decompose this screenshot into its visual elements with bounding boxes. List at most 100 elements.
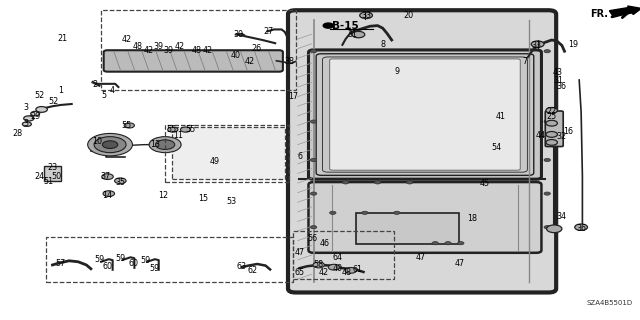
Text: 50: 50 <box>51 172 61 181</box>
Circle shape <box>310 50 317 53</box>
Text: 39: 39 <box>154 42 164 51</box>
Circle shape <box>544 120 550 123</box>
Text: 64: 64 <box>333 253 343 262</box>
Circle shape <box>374 181 381 184</box>
Circle shape <box>546 140 557 145</box>
Text: 41: 41 <box>495 112 506 121</box>
Bar <box>293 231 394 279</box>
Text: 46: 46 <box>320 239 330 248</box>
Circle shape <box>547 225 562 233</box>
FancyBboxPatch shape <box>104 50 283 72</box>
Text: 51: 51 <box>43 177 53 186</box>
Circle shape <box>445 242 451 245</box>
Circle shape <box>115 178 126 184</box>
Text: 8: 8 <box>380 40 385 49</box>
Circle shape <box>531 41 544 47</box>
Text: 2: 2 <box>92 80 97 89</box>
Text: 40: 40 <box>230 52 241 60</box>
Text: 48: 48 <box>342 268 352 277</box>
Circle shape <box>352 31 365 38</box>
Circle shape <box>36 107 47 112</box>
Text: 44: 44 <box>536 131 546 140</box>
Circle shape <box>575 224 588 230</box>
Text: 45: 45 <box>480 179 490 188</box>
Text: 59: 59 <box>115 254 125 263</box>
Text: 38: 38 <box>284 57 294 66</box>
Text: 65: 65 <box>294 268 305 277</box>
Circle shape <box>88 133 132 156</box>
Text: 17: 17 <box>288 92 298 101</box>
Text: 20: 20 <box>403 11 413 20</box>
Text: 13: 13 <box>150 140 160 149</box>
Circle shape <box>432 242 438 245</box>
Bar <box>356 213 459 244</box>
Circle shape <box>168 127 178 132</box>
Text: 11: 11 <box>173 131 183 140</box>
Text: 48: 48 <box>132 42 143 51</box>
FancyBboxPatch shape <box>308 50 541 179</box>
Text: 40: 40 <box>333 264 343 273</box>
Text: 10: 10 <box>92 137 102 146</box>
Bar <box>172 127 285 179</box>
Circle shape <box>362 211 368 214</box>
Text: 42: 42 <box>203 46 213 55</box>
Text: 59: 59 <box>94 255 104 264</box>
Text: 31: 31 <box>347 30 357 39</box>
Text: 47: 47 <box>416 253 426 262</box>
Circle shape <box>313 262 324 268</box>
Circle shape <box>180 127 191 132</box>
Text: 59: 59 <box>150 264 160 273</box>
Text: 30: 30 <box>233 30 243 39</box>
Circle shape <box>102 141 118 148</box>
Circle shape <box>102 174 113 180</box>
Text: 15: 15 <box>198 194 209 203</box>
Text: 42: 42 <box>174 42 184 51</box>
Circle shape <box>94 137 126 153</box>
Circle shape <box>310 192 317 195</box>
Text: FR.: FR. <box>590 9 608 20</box>
Circle shape <box>406 181 413 184</box>
Text: SZA4B5501D: SZA4B5501D <box>586 300 632 306</box>
FancyBboxPatch shape <box>308 182 541 253</box>
Bar <box>46 237 293 282</box>
Text: 39: 39 <box>163 46 173 55</box>
Circle shape <box>544 192 550 195</box>
Text: 22: 22 <box>547 107 557 116</box>
Text: 53: 53 <box>227 197 237 206</box>
Text: 28: 28 <box>13 129 23 138</box>
Text: 59: 59 <box>141 256 151 265</box>
Circle shape <box>546 132 557 137</box>
Text: 42: 42 <box>122 35 132 44</box>
Circle shape <box>31 111 40 116</box>
Text: 29: 29 <box>30 112 40 121</box>
Text: 52: 52 <box>48 97 58 106</box>
Text: 43: 43 <box>553 68 563 77</box>
Text: 48: 48 <box>192 46 202 55</box>
Circle shape <box>360 12 372 19</box>
Circle shape <box>546 108 557 113</box>
Text: 60: 60 <box>102 262 113 271</box>
Circle shape <box>458 242 464 245</box>
Circle shape <box>323 23 333 28</box>
Text: 3: 3 <box>23 119 28 128</box>
Text: 14: 14 <box>102 191 113 200</box>
Bar <box>44 166 61 181</box>
Text: 55: 55 <box>122 121 132 130</box>
Text: 42: 42 <box>244 57 255 66</box>
Text: 32: 32 <box>557 132 567 141</box>
Text: 42: 42 <box>318 268 328 277</box>
Text: 62: 62 <box>248 266 258 275</box>
Text: 26: 26 <box>251 44 261 53</box>
FancyBboxPatch shape <box>545 111 563 147</box>
Circle shape <box>24 116 34 121</box>
Circle shape <box>328 264 340 270</box>
Circle shape <box>124 123 134 128</box>
Text: 61: 61 <box>352 265 362 274</box>
Text: 57: 57 <box>56 260 66 268</box>
Text: 47: 47 <box>454 259 465 268</box>
Text: 3: 3 <box>23 103 28 112</box>
Circle shape <box>342 181 349 184</box>
Bar <box>165 125 289 182</box>
Circle shape <box>103 191 115 196</box>
Text: 6: 6 <box>297 152 302 161</box>
